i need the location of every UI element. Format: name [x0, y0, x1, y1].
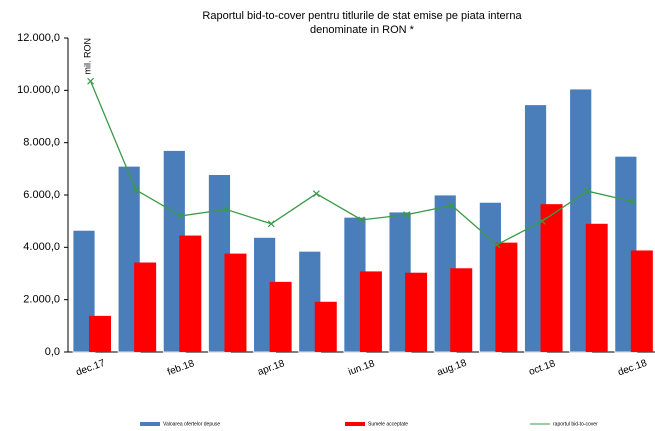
y-tick-label: 12.000,0	[17, 32, 60, 44]
chart-title: Raportul bid-to-cover pentru titlurile d…	[202, 10, 522, 22]
x-tick-label: aug.18	[436, 358, 469, 379]
bar	[224, 253, 247, 352]
marker	[222, 205, 230, 213]
bar	[89, 315, 111, 352]
bar	[450, 268, 473, 352]
bar	[630, 250, 653, 352]
y-axis-label: mil. RON	[82, 38, 92, 75]
marker	[87, 77, 95, 85]
y-tick-label: 2.000,0	[23, 294, 60, 306]
marker	[448, 202, 456, 209]
marker	[628, 198, 636, 205]
x-tick-label: iun.18	[347, 358, 377, 378]
marker	[538, 217, 546, 225]
y-tick-label: 8.000,0	[23, 137, 60, 149]
bar	[134, 262, 157, 352]
bar	[585, 223, 608, 352]
y-tick-label: 4.000,0	[23, 241, 60, 253]
legend-label: Valoarea ofertelor depuse	[163, 421, 220, 427]
marker	[403, 211, 411, 219]
y-tick-label: 6.000,0	[23, 189, 60, 201]
legend-label: Sumele acceptate	[368, 421, 408, 427]
x-tick-label: dec.18	[616, 358, 648, 379]
x-tick-label: oct.18	[527, 358, 557, 378]
bar	[179, 235, 202, 352]
marker	[267, 220, 275, 228]
chart-title: denominate in RON *	[310, 24, 415, 36]
y-tick-label: 10.000,0	[17, 84, 60, 96]
legend-swatch	[140, 422, 160, 426]
bar	[359, 271, 382, 352]
bar	[314, 301, 337, 352]
marker	[132, 186, 140, 194]
bar	[405, 272, 428, 352]
marker	[583, 187, 591, 195]
bar	[269, 281, 292, 352]
marker	[358, 216, 365, 224]
bar	[495, 242, 518, 352]
marker	[493, 241, 501, 249]
legend-label: raportul bid-to-cover	[553, 421, 598, 427]
x-tick-label: feb.18	[166, 358, 196, 378]
marker	[177, 212, 185, 220]
bar	[540, 204, 563, 352]
x-tick-label: dec.17	[75, 358, 107, 379]
legend-swatch	[345, 422, 365, 426]
y-tick-label: 0,0	[45, 346, 60, 358]
marker	[312, 190, 320, 198]
x-tick-label: apr.18	[256, 358, 286, 378]
